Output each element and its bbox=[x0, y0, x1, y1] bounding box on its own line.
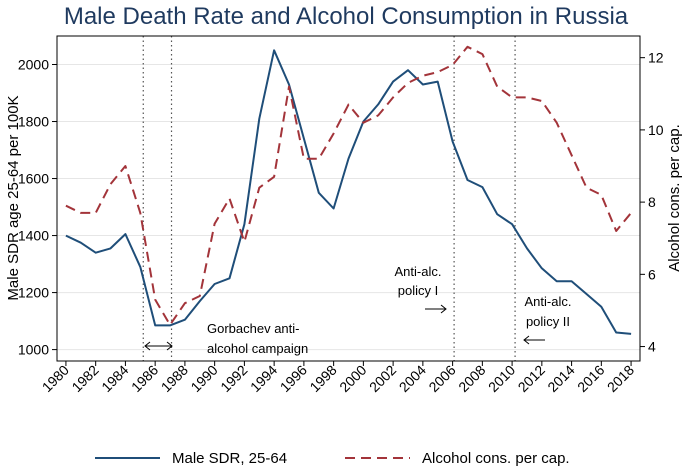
annotation-policy-1-line1: Anti-alc. bbox=[395, 264, 442, 279]
y-tick-label: 1800 bbox=[18, 114, 49, 130]
x-tick-label: 2016 bbox=[574, 362, 607, 395]
x-tick-label: 1998 bbox=[306, 362, 339, 395]
y2-tick-label: 10 bbox=[648, 122, 664, 138]
x-tick-label: 2014 bbox=[544, 362, 577, 395]
chart-title: Male Death Rate and Alcohol Consumption … bbox=[64, 3, 629, 30]
x-tick-label: 2000 bbox=[336, 362, 369, 395]
legend-label-alcohol: Alcohol cons. per cap. bbox=[422, 450, 570, 467]
x-tick-label: 1984 bbox=[98, 362, 131, 395]
y-tick-label: 2000 bbox=[18, 57, 49, 73]
x-tick-label: 2002 bbox=[366, 362, 399, 395]
y2-tick-label: 6 bbox=[648, 266, 656, 282]
left-arrow bbox=[523, 335, 545, 345]
annotation-policy-2-line2: policy II bbox=[526, 314, 570, 329]
x-tick-label: 1994 bbox=[247, 362, 280, 395]
double-arrow bbox=[144, 341, 173, 351]
legend-label-sdr: Male SDR, 25-64 bbox=[172, 450, 287, 467]
annotation-policy-2: Anti-alc. policy II bbox=[523, 294, 572, 345]
series-line-alcohol bbox=[65, 45, 632, 326]
y2-tick-label: 12 bbox=[648, 50, 664, 66]
y2-tick-label: 8 bbox=[648, 194, 656, 210]
x-tick-label: 2010 bbox=[485, 362, 518, 395]
left-axis-ticks: 1000 1200 1400 1600 1800 2000 bbox=[18, 57, 57, 358]
x-tick-label: 1986 bbox=[128, 362, 161, 395]
series-lines bbox=[65, 45, 632, 335]
y-tick-label: 1600 bbox=[18, 171, 49, 187]
x-tick-label: 2018 bbox=[604, 362, 637, 395]
y2-axis-label: Alcohol cons. per cap. bbox=[666, 124, 683, 272]
annotation-policy-1: Anti-alc. policy I bbox=[395, 264, 447, 314]
right-arrow bbox=[425, 304, 447, 314]
y-tick-label: 1000 bbox=[18, 342, 49, 358]
plot-frame bbox=[56, 35, 641, 362]
x-axis-ticks: 1980198219841986198819901992199419961998… bbox=[39, 361, 637, 395]
y2-tick-label: 4 bbox=[648, 339, 656, 355]
x-tick-label: 1990 bbox=[187, 362, 220, 395]
y-tick-label: 1400 bbox=[18, 228, 49, 244]
x-tick-label: 2012 bbox=[515, 362, 548, 395]
annotation-gorbachev-line1: Gorbachev anti- bbox=[207, 321, 300, 336]
y-axis-label: Male SDR age 25-64 per 100K bbox=[5, 95, 22, 300]
annotation-gorbachev: Gorbachev anti- alcohol campaign bbox=[144, 321, 308, 356]
annotation-policy-1-line2: policy I bbox=[398, 283, 438, 298]
x-tick-label: 1988 bbox=[158, 362, 191, 395]
y-tick-label: 1200 bbox=[18, 285, 49, 301]
x-tick-label: 1980 bbox=[39, 362, 72, 395]
annotation-gorbachev-line2: alcohol campaign bbox=[207, 341, 308, 356]
right-axis-ticks: 4 6 8 10 12 bbox=[640, 50, 664, 355]
series-line-sdr bbox=[65, 49, 632, 335]
x-tick-label: 2006 bbox=[425, 362, 458, 395]
policy-lines bbox=[142, 36, 516, 361]
legend: Male SDR, 25-64 Alcohol cons. per cap. bbox=[95, 450, 570, 467]
annotation-policy-2-line1: Anti-alc. bbox=[525, 294, 572, 309]
x-tick-label: 2004 bbox=[396, 362, 429, 395]
x-tick-label: 2008 bbox=[455, 362, 488, 395]
x-tick-label: 1996 bbox=[277, 362, 310, 395]
x-tick-label: 1982 bbox=[68, 362, 101, 395]
x-tick-label: 1992 bbox=[217, 362, 250, 395]
